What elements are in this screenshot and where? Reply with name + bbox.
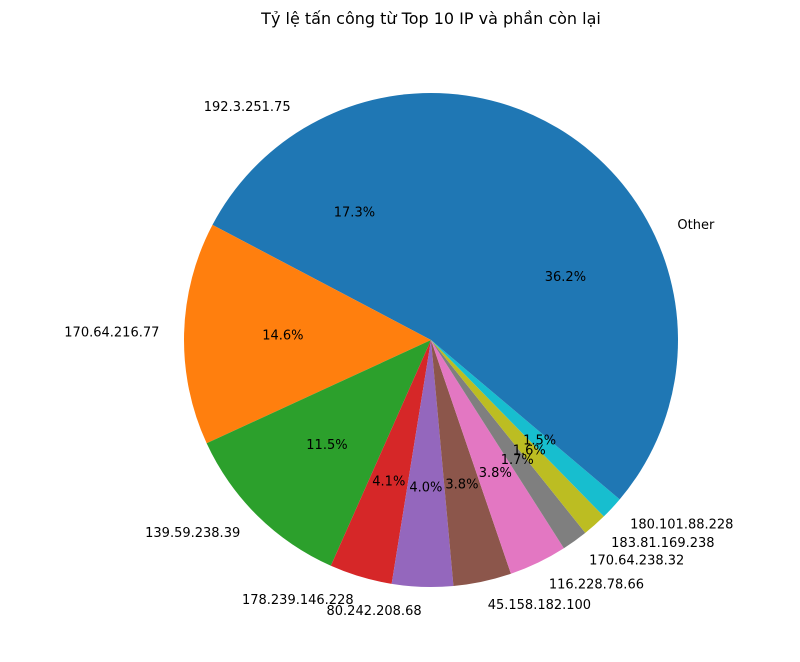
pie-slice-192-3-251-75 — [212, 93, 431, 340]
pie-slice-183-81-169-238 — [431, 340, 604, 533]
slice-label-other: Other — [677, 218, 715, 233]
slice-label-139-59-238-39: 139.59.238.39 — [145, 526, 240, 541]
slice-label-45-158-182-100: 45.158.182.100 — [488, 598, 591, 613]
slice-percent-192-3-251-75: 17.3% — [334, 206, 375, 221]
slice-percent-other: 36.2% — [545, 270, 586, 285]
slice-label-116-228-78-66: 116.228.78.66 — [549, 577, 644, 592]
slice-percent-116-228-78-66: 3.8% — [479, 466, 512, 481]
slice-label-183-81-169-238: 183.81.169.238 — [611, 536, 714, 551]
slice-percent-180-101-88-228: 1.5% — [523, 433, 556, 448]
slice-percent-45-158-182-100: 3.8% — [445, 477, 478, 492]
pie-slice-139-59-238-39 — [206, 340, 431, 566]
pie-labels: 192.3.251.75 17.3% 170.64.216.77 14.6% 139.5… — [64, 100, 733, 619]
pie-slice-45-158-182-100 — [431, 340, 511, 586]
slice-label-178-239-146-228: 178.239.146.228 — [242, 593, 354, 608]
pie-slice-180-101-88-228 — [431, 340, 620, 517]
slice-label-80-242-208-68: 80.242.208.68 — [327, 604, 422, 619]
pie-slices — [183, 93, 678, 587]
slice-label-192-3-251-75: 192.3.251.75 — [204, 100, 291, 115]
slice-label-170-64-238-32: 170.64.238.32 — [589, 553, 684, 568]
slice-percent-178-239-146-228: 4.1% — [372, 475, 405, 490]
pie-slice-other — [431, 93, 678, 500]
pie-slice-178-239-146-228 — [330, 340, 431, 584]
slice-label-170-64-216-77: 170.64.216.77 — [64, 325, 159, 340]
pie-slice-170-64-216-77 — [183, 224, 431, 444]
slice-percent-183-81-169-238: 1.6% — [513, 443, 546, 458]
pie-slice-116-228-78-66 — [431, 340, 564, 574]
slice-percent-80-242-208-68: 4.0% — [409, 481, 442, 496]
slice-percent-170-64-216-77: 14.6% — [262, 329, 303, 344]
pie-slice-80-242-208-68 — [391, 340, 454, 587]
slice-percent-170-64-238-32: 1.7% — [501, 453, 534, 468]
slice-percent-139-59-238-39: 11.5% — [306, 438, 347, 453]
pie-slice-170-64-238-32 — [431, 340, 586, 549]
slice-label-180-101-88-228: 180.101.88.228 — [630, 517, 733, 532]
chart-title: Tỷ lệ tấn công từ Top 10 IP và phần còn … — [260, 9, 601, 28]
